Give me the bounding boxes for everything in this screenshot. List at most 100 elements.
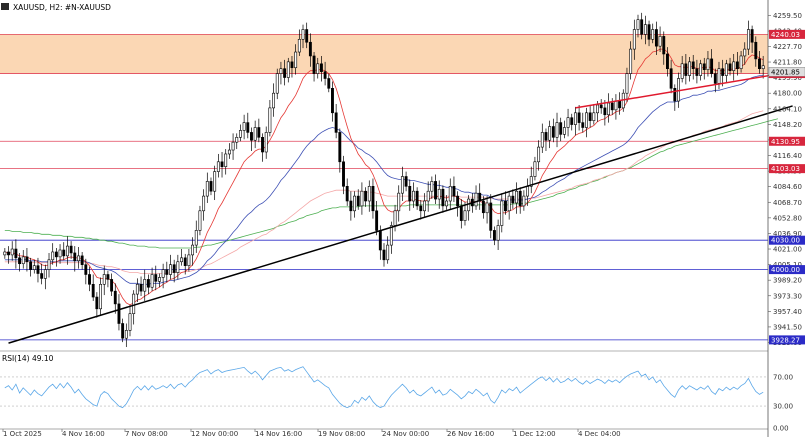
candle-body <box>758 58 761 70</box>
candle-body <box>691 61 695 70</box>
candle-body <box>106 274 110 280</box>
candle-body <box>419 205 423 212</box>
candle-body <box>610 102 614 111</box>
candle-body <box>654 29 658 47</box>
candle-body <box>205 181 209 197</box>
price-tick-label: 4195.90 <box>773 74 802 82</box>
candle-body <box>603 107 607 116</box>
candle-body <box>393 210 397 226</box>
rsi-tick-label: 70.00 <box>773 373 793 381</box>
candle-body <box>7 251 10 256</box>
candle-body <box>400 176 404 194</box>
candle-body <box>688 61 691 76</box>
candle-body <box>721 68 725 76</box>
candle-body <box>397 192 401 212</box>
candle-body <box>283 68 287 78</box>
candle-body <box>710 58 714 74</box>
candle-body <box>84 264 88 275</box>
candle-body <box>555 122 559 138</box>
candle-body <box>573 112 577 125</box>
candle-body <box>378 230 382 251</box>
candle-body <box>364 190 368 202</box>
candle-body <box>191 244 195 256</box>
candle-body <box>607 102 610 116</box>
candle-body <box>18 257 22 265</box>
candle-body <box>183 257 187 266</box>
candle-body <box>77 255 80 262</box>
candle-body <box>54 251 58 258</box>
candle-body <box>202 195 206 212</box>
candle-body <box>507 195 511 212</box>
candle-body <box>220 161 224 168</box>
candle-body <box>275 73 279 94</box>
candle-body <box>227 149 231 155</box>
candle-body <box>522 195 526 207</box>
candle-body <box>415 190 419 207</box>
candle-body <box>713 73 717 84</box>
candle-body <box>342 161 345 187</box>
ascending-trendline-red[interactable] <box>575 62 805 109</box>
candle-body <box>88 274 91 285</box>
candle-body <box>110 279 114 292</box>
candle-body <box>412 190 415 202</box>
ascending-trendline-black[interactable] <box>8 105 793 344</box>
candle-body <box>699 63 703 76</box>
candle-body <box>268 107 272 133</box>
candle-body <box>445 200 449 207</box>
candle-body <box>456 195 460 207</box>
candle-body <box>441 188 445 207</box>
candle-body <box>658 36 662 47</box>
rsi-tick-label: 30.00 <box>773 403 793 411</box>
candle-body <box>279 68 283 74</box>
ema-fast-line <box>4 48 764 306</box>
candle-body <box>437 188 441 200</box>
candle-body <box>297 38 301 53</box>
time-tick-label: 24 Nov 00:00 <box>382 430 429 437</box>
candle-body <box>526 186 530 197</box>
candle-body <box>62 249 66 257</box>
candle-body <box>294 51 298 69</box>
level-label-box <box>769 164 805 174</box>
level-label-box <box>769 265 805 275</box>
candle-body <box>618 100 622 109</box>
candle-body <box>673 88 677 102</box>
candle-body <box>474 192 478 207</box>
candle-body <box>750 29 754 43</box>
price-tick-label: 4227.70 <box>773 43 802 51</box>
candle-body <box>463 210 467 221</box>
candle-body <box>238 130 242 138</box>
candle-body <box>80 255 84 266</box>
candle-body <box>551 126 555 138</box>
price-tick-label: 4021.00 <box>773 246 802 254</box>
candle-body <box>651 29 655 40</box>
price-tick-label: 4211.80 <box>773 59 802 67</box>
candle-body <box>592 112 596 121</box>
current-price-text: 4201.85 <box>771 68 800 76</box>
candle-body <box>732 61 736 71</box>
candle-body <box>161 269 165 278</box>
price-tick-label: 4052.80 <box>773 214 802 222</box>
rsi-title: RSI(14) 49.10 <box>2 354 54 363</box>
time-tick-label: 1 Dec 12:00 <box>513 430 556 437</box>
candle-body <box>452 186 456 197</box>
candle-body <box>224 153 228 168</box>
candle-body <box>684 63 688 76</box>
candle-body <box>566 117 570 128</box>
price-tick-label: 4164.10 <box>773 105 802 113</box>
ema-slow-line <box>4 110 764 274</box>
candle-body <box>404 176 408 187</box>
candle-body <box>537 146 541 163</box>
collapse-icon[interactable] <box>1 3 9 10</box>
candle-body <box>124 330 128 339</box>
candle-body <box>529 176 533 187</box>
candle-body <box>434 181 437 200</box>
level-label-text: 4130.95 <box>771 138 800 146</box>
candle-body <box>717 68 721 84</box>
candle-body <box>132 293 136 315</box>
candle-body <box>323 71 327 79</box>
candle-body <box>91 283 95 298</box>
candle-body <box>21 256 25 265</box>
candle-body <box>511 195 515 204</box>
candle-body <box>367 186 371 202</box>
